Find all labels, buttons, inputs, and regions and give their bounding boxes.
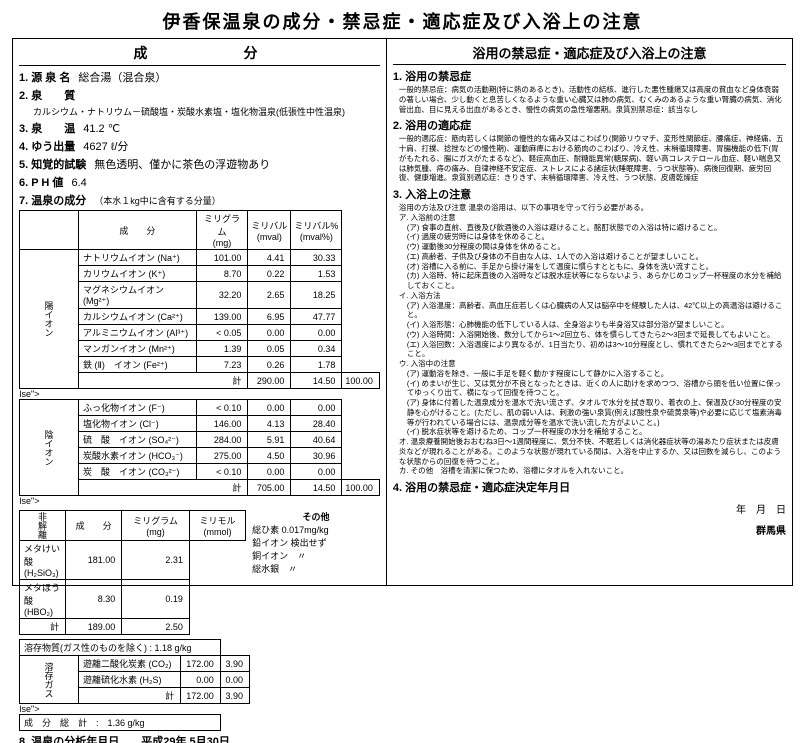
p3-val: 41.2 ℃: [83, 123, 120, 135]
th-pc-s: (mval%): [300, 232, 333, 242]
s3-d2: (イ) 脱水症状等を避けるため、コップ一杯程度の水分を補給すること。: [407, 427, 786, 437]
nonion-vh: 非解離: [20, 511, 66, 541]
prop-6: 6. P H 値 6.4: [19, 174, 380, 190]
content-frame: 成 分 1. 源 泉 名総合湯（混合泉） 2. 泉 質 カルシウム・ナトリウム－…: [12, 38, 793, 586]
th-mg-s: (mg): [213, 238, 232, 248]
th-mv-s: (mval): [257, 232, 282, 242]
prop-2: 2. 泉 質: [19, 87, 380, 103]
s3-c: ウ. 入浴中の注意: [399, 359, 786, 369]
right-heading: 浴用の禁忌症・適応症及び入浴上の注意: [393, 43, 786, 65]
table-row: メタけい酸 (H₂SiO₃)181.002.31: [20, 541, 246, 580]
p1-label: 1. 源 泉 名: [19, 72, 70, 84]
p7-sub: （本水１kg中に含有する分量）: [94, 196, 221, 206]
th-mv: ミリバル: [251, 221, 287, 231]
diss-val: 1.18 g/kg: [155, 643, 192, 653]
p4-val: 4627 ℓ/分: [83, 141, 128, 153]
s3-f: カ. その他 浴槽を清潔に保つため、浴槽にタオルを入れないこと。: [399, 466, 786, 476]
prop-5: 5. 知覚的試験無色透明、僅かに茶色の浮遊物あり: [19, 156, 380, 172]
nh1: 成 分: [66, 511, 122, 541]
prop-1: 1. 源 泉 名総合湯（混合泉）: [19, 69, 380, 85]
nonion-table: 非解離 成 分 ミリグラム(mg) ミリモル(mmol) メタけい酸 (H₂Si…: [19, 510, 246, 635]
other-3: 銅イオン 〃: [252, 549, 380, 562]
s3-h: 3. 入浴上の注意: [393, 186, 786, 202]
s3-d: (ア) 身体に付着した温泉成分を温水で洗い流さず、タオルで水分を拭き取り、着衣の…: [407, 398, 786, 427]
prop-8: 8. 温泉の分析年月日 平成29年 5月30日: [19, 733, 380, 743]
other-box: その他 総ひ素 0.017mg/kg 鉛イオン 検出せず 銅イオン 〃 総水銀 …: [252, 508, 380, 637]
s3-a: ア. 入浴前の注意: [399, 213, 786, 223]
th-mg: ミリグラム: [204, 214, 240, 237]
list-item: (エ) 入浴回数：入浴温度により異なるが、1日当たり、初めは3～10分程度とし、…: [407, 340, 786, 360]
right-column: 浴用の禁忌症・適応症及び入浴上の注意 1. 浴用の禁忌症 一般的禁忌症：病気の活…: [387, 39, 792, 585]
table-row: メタほう酸 (HBO₂)8.300.19: [20, 580, 246, 619]
p6-val: 6.4: [71, 177, 86, 189]
nh3s: (mmol): [204, 527, 232, 537]
other-2: 鉛イオン 検出せず: [252, 536, 380, 549]
other-1: 総ひ素 0.017mg/kg: [252, 523, 380, 536]
diss-gas-table: 溶存物質(ガス性のものを除く) : 1.18 g/kg 溶存ガス遊離二酸化炭素 …: [19, 639, 250, 731]
nh2: ミリグラム: [133, 516, 178, 526]
prop-4: 4. ゆう出量 4627 ℓ/分: [19, 138, 380, 154]
s1-h: 1. 浴用の禁忌症: [393, 68, 786, 84]
other-4: 総水銀 〃: [252, 562, 380, 575]
p7-label: 7. 温泉の成分: [19, 195, 86, 207]
left-column: 成 分 1. 源 泉 名総合湯（混合泉） 2. 泉 質 カルシウム・ナトリウム－…: [13, 39, 387, 585]
list-item: (ウ) 入浴時間：入浴開始後、数分してから1～2回立ち、体を慣らしてきたら2～3…: [407, 330, 786, 340]
s1-t: 一般的禁忌症：病気の活動期(特に熱のあるとき)、活動性の結核、進行した悪性腫瘍又…: [399, 85, 786, 114]
list-item: (ウ) 運動後30分程度の間は身体を休めること。: [407, 242, 786, 252]
s2-h: 2. 浴用の適応症: [393, 117, 786, 133]
diss-label: 溶存物質(ガス性のものを除く) :: [24, 643, 152, 653]
ion-table: 成 分 ミリグラム(mg) ミリバル(mval) ミリバル%(mval%) 陽イ…: [19, 210, 380, 506]
s4-date: 年 月 日: [393, 501, 786, 516]
nh3: ミリモル: [200, 516, 236, 526]
p2-label: 2. 泉 質: [19, 90, 75, 102]
list-item: (ア) 入浴温度：高齢者、高血圧症若しくは心臓病の人又は脳卒中を経験した人は、4…: [407, 301, 786, 321]
main-title: 伊香保温泉の成分・禁忌症・適応症及び入浴上の注意: [12, 8, 793, 34]
prop-3: 3. 泉 温 41.2 ℃: [19, 120, 380, 136]
list-item: (カ) 入浴時、特に起床直後の入浴時などは脱水症状等にならないよう、あらかじめコ…: [407, 271, 786, 291]
grand-label: 成 分 総 計 :: [24, 718, 99, 728]
th-name: 成 分: [79, 211, 197, 250]
p3-label: 3. 泉 温: [19, 123, 75, 135]
list-item: (ア) 食事の直前、直後及び飲酒後の入浴は避けること。酩酊状態での入浴は特に避け…: [407, 223, 786, 233]
other-label: その他: [252, 510, 380, 523]
sum-row: 計189.002.50: [20, 619, 246, 635]
p5-label: 5. 知覚的試験: [19, 159, 86, 171]
grand-val: 1.36 g/kg: [108, 718, 145, 728]
s2-t: 一般的適応症：筋肉若しくは関節の慢性的な痛み又はこわばり(関節リウマチ、変形性関…: [399, 134, 786, 183]
p6-label: 6. P H 値: [19, 177, 63, 189]
s3-lead: 浴用の方法及び注意 温泉の浴用は、以下の事項を守って行う必要がある。: [399, 203, 786, 213]
prop-7: 7. 温泉の成分 （本水１kg中に含有する分量）: [19, 192, 380, 208]
list-item: (イ) めまいが生じ、又は気分が不良となったときは、近くの人に助けを求めつつ、浴…: [407, 379, 786, 399]
nh2s: (mg): [146, 527, 165, 537]
list-item: (イ) 過度の疲労時には身体を休めること。: [407, 232, 786, 242]
s4-pref: 群馬県: [393, 522, 786, 537]
p2-val: カルシウム・ナトリウム－硫酸塩・炭酸水素塩・塩化物温泉(低張性中性温泉): [33, 105, 380, 118]
s4-h: 4. 浴用の禁忌症・適応症決定年月日: [393, 479, 786, 495]
list-item: (ア) 運動浴を除き、一般に手足を軽く動かす程度にして静かに入浴すること。: [407, 369, 786, 379]
p5-val: 無色透明、僅かに茶色の浮遊物あり: [94, 159, 270, 171]
s3-b: イ. 入浴方法: [399, 291, 786, 301]
list-item: (イ) 入浴形態：心肺機能の低下している人は、全身浴よりも半身浴又は部分浴が望ま…: [407, 320, 786, 330]
list-item: (エ) 高齢者、子供及び身体の不自由な人は、1人での入浴は避けることが望ましいこ…: [407, 252, 786, 262]
p1-val: 総合湯（混合泉）: [78, 72, 166, 84]
p4-label: 4. ゆう出量: [19, 141, 75, 153]
list-item: (オ) 浴槽に入る前に、手足から掛け湯をして温度に慣らすとともに、身体を洗い流す…: [407, 262, 786, 272]
left-heading: 成 分: [19, 43, 380, 66]
s3-e: オ. 温泉療養開始後おおむね3日～1週間程度に、気分不快、不眠若しくは消化器症状…: [399, 437, 786, 466]
th-pc: ミリバル%: [294, 221, 338, 231]
